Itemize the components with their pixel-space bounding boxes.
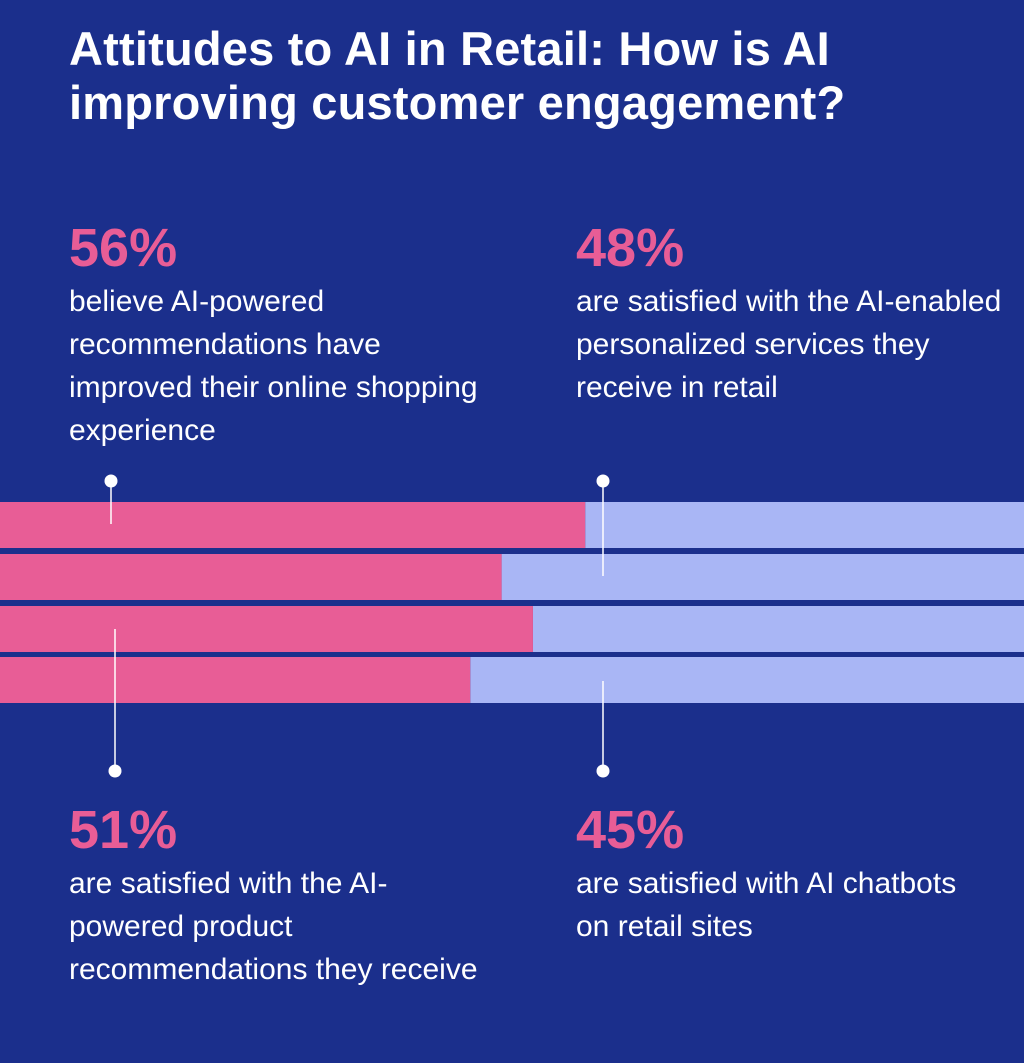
bar-value: [0, 657, 471, 703]
stat-percentage: 45%: [576, 800, 685, 860]
stat-block-51: 51% are satisfied with the AI-powered pr…: [69, 800, 489, 991]
stat-description: believe AI-powered recommendations have …: [69, 285, 478, 447]
bar-value: [0, 502, 586, 548]
bar-remainder: [585, 502, 1024, 548]
stat-block-48: 48% are satisfied with the AI-enabled pe…: [576, 218, 1016, 409]
connector-dot: [104, 474, 118, 488]
connector-dot: [596, 474, 610, 488]
stat-percentage: 51%: [69, 800, 178, 860]
stat-description: are satisfied with AI chatbots on retail…: [576, 867, 957, 943]
bar-value: [0, 606, 533, 652]
bar-remainder: [501, 554, 1024, 600]
stat-percentage: 48%: [576, 218, 685, 278]
page-title: Attitudes to AI in Retail: How is AI imp…: [69, 22, 846, 129]
bar-remainder: [470, 657, 1024, 703]
stat-description: are satisfied with the AI-enabled person…: [576, 285, 1002, 404]
bar-value: [0, 554, 502, 600]
connector-dot: [596, 764, 610, 778]
connector-dot: [108, 764, 122, 778]
stat-description: are satisfied with the AI-powered produc…: [69, 867, 478, 986]
bar-remainder: [532, 606, 1024, 652]
stat-percentage: 56%: [69, 218, 178, 278]
stat-block-45: 45% are satisfied with AI chatbots on re…: [576, 800, 996, 948]
stat-block-56: 56% believe AI-powered recommendations h…: [69, 218, 489, 452]
